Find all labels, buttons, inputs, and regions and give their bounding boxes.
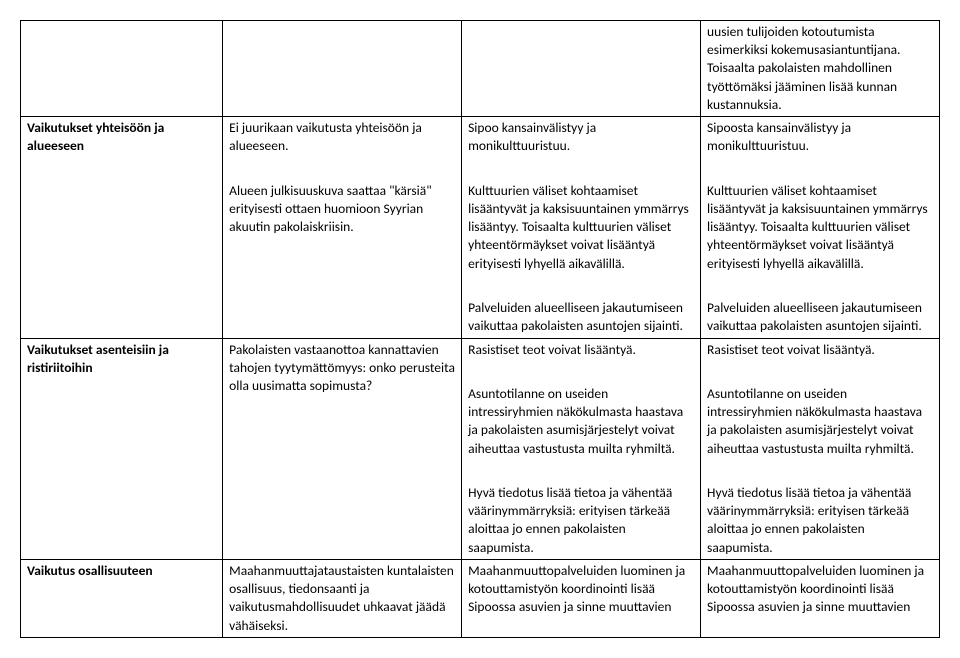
table-row: Vaikutukset yhteisöön ja alueeseen Ei ju… bbox=[21, 117, 940, 338]
paragraph bbox=[468, 462, 694, 480]
paragraph: Hyvä tiedotus lisää tietoa ja vähentää v… bbox=[707, 484, 933, 557]
paragraph: Pakolaisten vastaanottoa kannattavien ta… bbox=[229, 341, 455, 396]
paragraph: Sipoosta kansainvälistyy ja monikulttuur… bbox=[707, 119, 933, 155]
paragraph: Maahanmuuttopalveluiden luominen ja koto… bbox=[707, 562, 933, 617]
cell bbox=[462, 21, 701, 117]
cell: Ei juurikaan vaikutusta yhteisöön ja alu… bbox=[223, 117, 462, 338]
paragraph bbox=[707, 363, 933, 381]
paragraph: Asuntotilanne on useiden intressiryhmien… bbox=[468, 385, 694, 458]
cell: Rasistiset teot voivat lisääntyä. Asunto… bbox=[462, 338, 701, 559]
cell: Maahanmuuttopalveluiden luominen ja koto… bbox=[701, 559, 940, 637]
cell: Sipoo kansainvälistyy ja monikulttuurist… bbox=[462, 117, 701, 338]
paragraph bbox=[707, 277, 933, 295]
table-row: uusien tulijoiden kotoutumista esimerkik… bbox=[21, 21, 940, 117]
cell: Sipoosta kansainvälistyy ja monikulttuur… bbox=[701, 117, 940, 338]
document-page: uusien tulijoiden kotoutumista esimerkik… bbox=[20, 20, 940, 638]
paragraph bbox=[229, 160, 455, 178]
cell-label bbox=[21, 21, 223, 117]
cell: Maahanmuuttajataustaisten kuntalaisten o… bbox=[223, 559, 462, 637]
row-label: Vaikutukset yhteisöön ja alueeseen bbox=[21, 117, 223, 338]
impacts-table: uusien tulijoiden kotoutumista esimerkik… bbox=[20, 20, 940, 638]
paragraph: Rasistiset teot voivat lisääntyä. bbox=[468, 341, 694, 359]
paragraph bbox=[468, 277, 694, 295]
table-row: Vaikutukset asenteisiin ja ristiriitoihi… bbox=[21, 338, 940, 559]
paragraph bbox=[707, 160, 933, 178]
paragraph bbox=[468, 160, 694, 178]
paragraph: Hyvä tiedotus lisää tietoa ja vähentää v… bbox=[468, 484, 694, 557]
paragraph: Alueen julkisuuskuva saattaa "kärsiä" er… bbox=[229, 182, 455, 237]
paragraph: Rasistiset teot voivat lisääntyä. bbox=[707, 341, 933, 359]
cell: Pakolaisten vastaanottoa kannattavien ta… bbox=[223, 338, 462, 559]
table-row: Vaikutus osallisuuteen Maahanmuuttajatau… bbox=[21, 559, 940, 637]
cell: Rasistiset teot voivat lisääntyä. Asunto… bbox=[701, 338, 940, 559]
paragraph: Maahanmuuttajataustaisten kuntalaisten o… bbox=[229, 562, 455, 635]
paragraph: Kulttuurien väliset kohtaamiset lisäänty… bbox=[468, 182, 694, 273]
paragraph: Palveluiden alueelliseen jakautumiseen v… bbox=[707, 299, 933, 335]
cell: Maahanmuuttopalveluiden luominen ja koto… bbox=[462, 559, 701, 637]
paragraph: Maahanmuuttopalveluiden luominen ja koto… bbox=[468, 562, 694, 617]
paragraph: Palveluiden alueelliseen jakautumiseen v… bbox=[468, 299, 694, 335]
paragraph: Asuntotilanne on useiden intressiryhmien… bbox=[707, 385, 933, 458]
paragraph: Sipoo kansainvälistyy ja monikulttuurist… bbox=[468, 119, 694, 155]
paragraph bbox=[707, 462, 933, 480]
paragraph bbox=[468, 363, 694, 381]
paragraph: uusien tulijoiden kotoutumista esimerkik… bbox=[707, 23, 933, 114]
row-label: Vaikutus osallisuuteen bbox=[21, 559, 223, 637]
paragraph: Ei juurikaan vaikutusta yhteisöön ja alu… bbox=[229, 119, 455, 155]
cell bbox=[223, 21, 462, 117]
row-label: Vaikutukset asenteisiin ja ristiriitoihi… bbox=[21, 338, 223, 559]
paragraph: Kulttuurien väliset kohtaamiset lisäänty… bbox=[707, 182, 933, 273]
cell: uusien tulijoiden kotoutumista esimerkik… bbox=[701, 21, 940, 117]
